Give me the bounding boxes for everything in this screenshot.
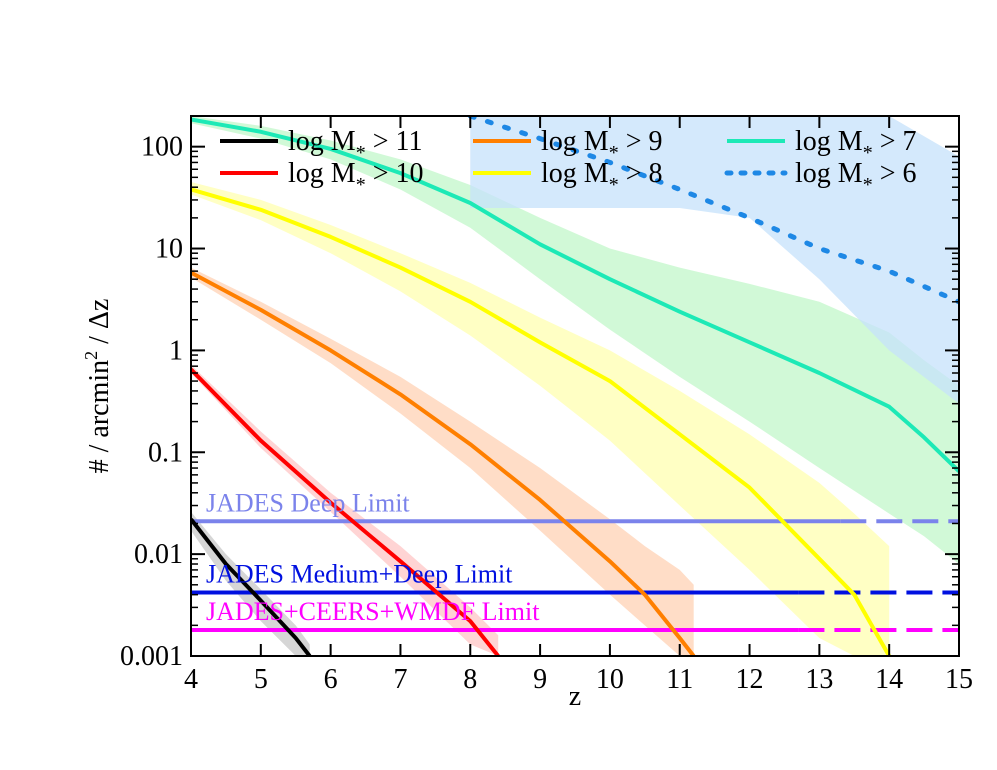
series-line-4	[191, 117, 959, 473]
legend-label-2-tail: > 9	[619, 126, 663, 157]
legend-label-1: log M* > 10	[288, 158, 423, 196]
legend-label-5: log M* > 6	[795, 158, 916, 196]
legend-label-4: log M* > 7	[795, 126, 916, 164]
y-tick-label-5: 100	[141, 132, 183, 163]
x-tick-label-8: 12	[736, 664, 764, 695]
survey-limit-lines	[191, 519, 959, 632]
y-axis-label-main: # / arcmin	[84, 360, 115, 474]
y-tick-label-3: 1	[169, 335, 183, 366]
band-series-2	[191, 267, 694, 656]
legend-label-4-main: log M	[795, 126, 863, 157]
x-tick-label-1: 5	[254, 664, 268, 695]
series-lines	[191, 116, 959, 656]
legend-label-4-tail: > 7	[873, 126, 917, 157]
x-tick-label-4: 8	[463, 664, 477, 695]
legend-label-3-sub: *	[609, 174, 619, 196]
survey-limit-labels: JADES Deep Limit JADES Medium+Deep Limit J…	[206, 488, 540, 626]
legend-label-3-tail: > 8	[619, 158, 663, 189]
series-line-1	[191, 368, 500, 656]
y-axis-label-tail: / Δz	[84, 299, 115, 351]
x-tick-label-9: 13	[805, 664, 833, 695]
legend-label-0-sub: *	[356, 142, 366, 164]
x-tick-label-5: 9	[533, 664, 547, 695]
y-axis-label-sup: 2	[81, 351, 101, 360]
band-series-1	[191, 364, 499, 656]
band-series-4	[191, 116, 959, 565]
legend-label-2: log M* > 9	[541, 126, 662, 164]
y-axis-label: # / arcmin2 / Δz	[81, 299, 115, 474]
legend-label-0: log M* > 11	[288, 126, 422, 164]
limit-label-2: JADES+CEERS+WMDF Limit	[206, 597, 540, 626]
series-line-5	[467, 116, 959, 305]
legend-label-3: log M* > 8	[541, 158, 662, 196]
legend-label-5-main: log M	[795, 158, 863, 189]
y-tick-label-4: 10	[155, 234, 183, 265]
y-tick-label-0: 0.001	[120, 641, 183, 672]
confidence-bands	[191, 116, 959, 656]
legend-label-2-sub: *	[609, 142, 619, 164]
legend-label-5-sub: *	[863, 174, 873, 196]
limit-label-0: JADES Deep Limit	[206, 488, 410, 517]
x-tick-label-10: 14	[875, 664, 903, 695]
y-tick-label-1: 0.01	[134, 539, 183, 570]
series-line-0	[191, 518, 312, 656]
series-line-2	[191, 270, 696, 656]
legend-label-1-tail: > 10	[366, 158, 424, 189]
x-tick-label-7: 11	[666, 664, 693, 695]
legend-label-0-main: log M	[288, 126, 356, 157]
x-tick-label-3: 7	[393, 664, 407, 695]
legend-label-3-main: log M	[541, 158, 609, 189]
x-tick-label-2: 6	[324, 664, 338, 695]
legend-label-2-main: log M	[541, 126, 609, 157]
legend-label-0-tail: > 11	[366, 126, 423, 157]
x-axis-label: z	[569, 681, 581, 712]
x-tick-label-0: 4	[184, 664, 198, 695]
x-tick-label-6: 10	[596, 664, 624, 695]
x-tick-label-11: 15	[945, 664, 973, 695]
series-line-3	[191, 187, 891, 656]
y-tick-label-2: 0.1	[148, 437, 183, 468]
legend-label-1-sub: *	[356, 174, 366, 196]
band-series-5	[470, 116, 959, 404]
axis-ticks: 4 5 6 7 8 9 10 11 12 13 14 15 0.001 0.01 0.1 1 10 100	[120, 115, 973, 695]
limit-label-1: JADES Medium+Deep Limit	[206, 560, 513, 589]
legend-label-5-tail: > 6	[873, 158, 917, 189]
band-series-3	[191, 181, 890, 656]
plot-frame	[190, 115, 960, 657]
legend-label-4-sub: *	[863, 142, 873, 164]
legend-label-1-main: log M	[288, 158, 356, 189]
